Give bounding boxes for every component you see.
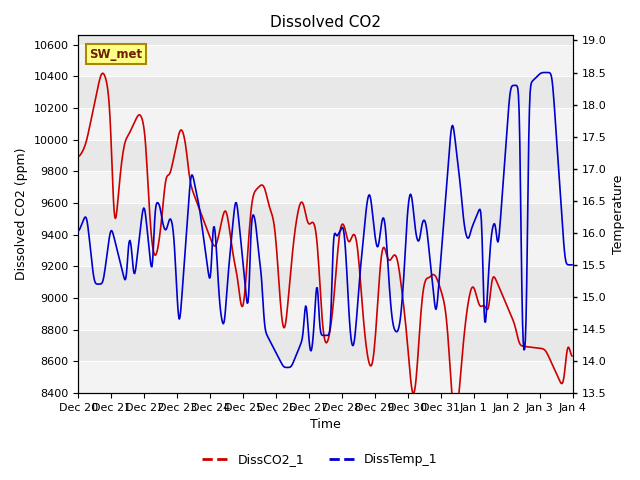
Bar xyxy=(79,361,573,393)
Y-axis label: Dissolved CO2 (ppm): Dissolved CO2 (ppm) xyxy=(15,148,28,280)
Bar xyxy=(79,235,573,266)
Bar xyxy=(79,171,573,203)
Y-axis label: Temperature: Temperature xyxy=(612,175,625,254)
Legend: DissCO2_1, DissTemp_1: DissCO2_1, DissTemp_1 xyxy=(197,448,443,471)
Text: SW_met: SW_met xyxy=(89,48,143,61)
Bar xyxy=(79,298,573,330)
X-axis label: Time: Time xyxy=(310,419,341,432)
Bar xyxy=(79,45,573,76)
Bar xyxy=(79,108,573,140)
Title: Dissolved CO2: Dissolved CO2 xyxy=(270,15,381,30)
